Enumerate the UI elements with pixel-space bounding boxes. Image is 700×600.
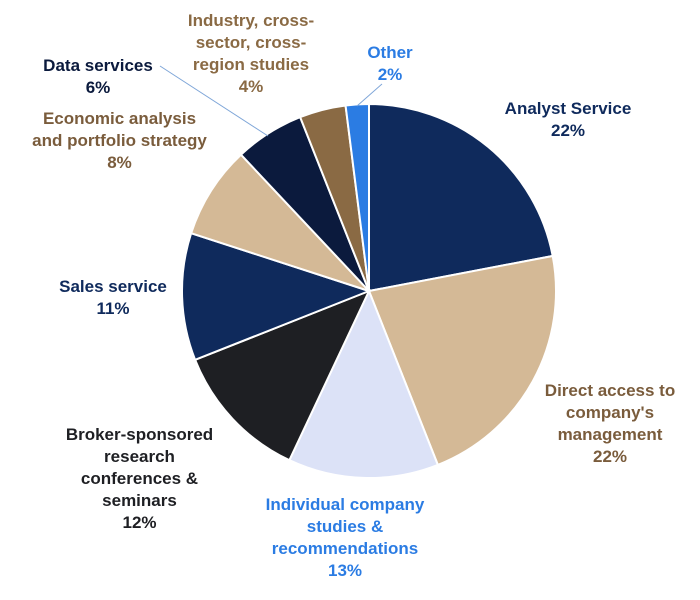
slice-name: Industry, cross-sector, cross-region stu… — [187, 11, 315, 74]
slice-percent: 11% — [96, 299, 130, 318]
label-other: Other 2% — [350, 42, 430, 86]
label-broker-sponsored: Broker-sponsored research conferences & … — [52, 424, 227, 534]
slice-name: Analyst Service — [504, 99, 632, 118]
slice-name: Economic analysis and portfolio strategy — [32, 109, 207, 150]
slice-name: Direct access to company's management — [544, 381, 676, 444]
slice-name: Broker-sponsored research conferences & … — [65, 425, 214, 510]
slice-name: Sales service — [59, 277, 167, 296]
slice-percent: 8% — [107, 153, 132, 172]
slice-name: Other — [367, 43, 413, 62]
leader-line-data-services — [159, 65, 269, 137]
label-sales-service: Sales service 11% — [38, 276, 188, 320]
slice-percent: 22% — [550, 121, 586, 140]
label-analyst-service: Analyst Service 22% — [478, 98, 658, 142]
pie-slice-5 — [189, 153, 370, 292]
label-data-services: Data services 6% — [28, 55, 168, 99]
slice-name: Data services — [43, 56, 153, 75]
slice-percent: 6% — [85, 78, 111, 97]
slice-percent: 4% — [238, 77, 264, 96]
label-direct-access: Direct access to company's management 22… — [530, 380, 690, 468]
slice-percent: 2% — [377, 65, 403, 84]
slice-name: Individual company studies & recommendat… — [265, 495, 425, 558]
slice-percent: 13% — [327, 561, 363, 580]
leader-line-other — [356, 83, 383, 107]
label-economic-analysis: Economic analysis and portfolio strategy… — [32, 108, 207, 174]
pie-slice-8 — [344, 102, 370, 292]
slice-percent: 12% — [122, 513, 157, 532]
pie-slice-1 — [367, 254, 557, 467]
pie-slice-3 — [193, 289, 371, 462]
label-individual-company-studies: Individual company studies & recommendat… — [245, 494, 445, 582]
pie-slice-4 — [181, 231, 372, 362]
pie-slice-0 — [368, 102, 554, 293]
label-industry-studies: Industry, cross-sector, cross-region stu… — [170, 10, 332, 98]
slice-percent: 22% — [592, 447, 628, 466]
pie-slice-2 — [288, 288, 440, 479]
